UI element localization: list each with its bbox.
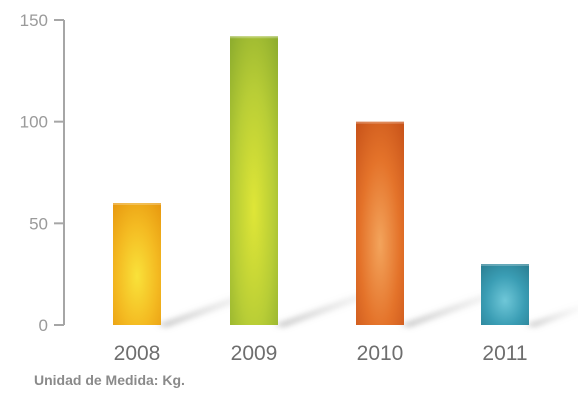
x-tick-label: 2008 <box>114 342 161 365</box>
y-tick-label: 50 <box>29 214 48 233</box>
bars <box>113 36 529 326</box>
x-axis-labels: 2008 2009 2010 2011 <box>114 342 528 365</box>
bar-top-highlight <box>356 121 404 124</box>
y-axis: 0 50 100 150 <box>20 11 65 335</box>
bar-shadow <box>525 306 578 327</box>
x-tick-label: 2011 <box>482 342 527 365</box>
unit-note: Unidad de Medida: Kg. <box>34 372 185 388</box>
y-tick-label: 0 <box>39 316 48 335</box>
y-tick-label: 100 <box>20 113 48 132</box>
bar-2008 <box>113 203 161 325</box>
y-tick-label: 150 <box>20 11 48 30</box>
bar-2009 <box>230 36 278 326</box>
bar-top-highlight <box>113 203 161 205</box>
bar-top-highlight <box>481 264 529 266</box>
bar-2010 <box>356 121 404 326</box>
x-tick-label: 2010 <box>357 342 404 365</box>
bar-top-highlight <box>230 36 278 39</box>
bar-2011 <box>481 264 529 325</box>
x-tick-label: 2009 <box>231 342 278 365</box>
